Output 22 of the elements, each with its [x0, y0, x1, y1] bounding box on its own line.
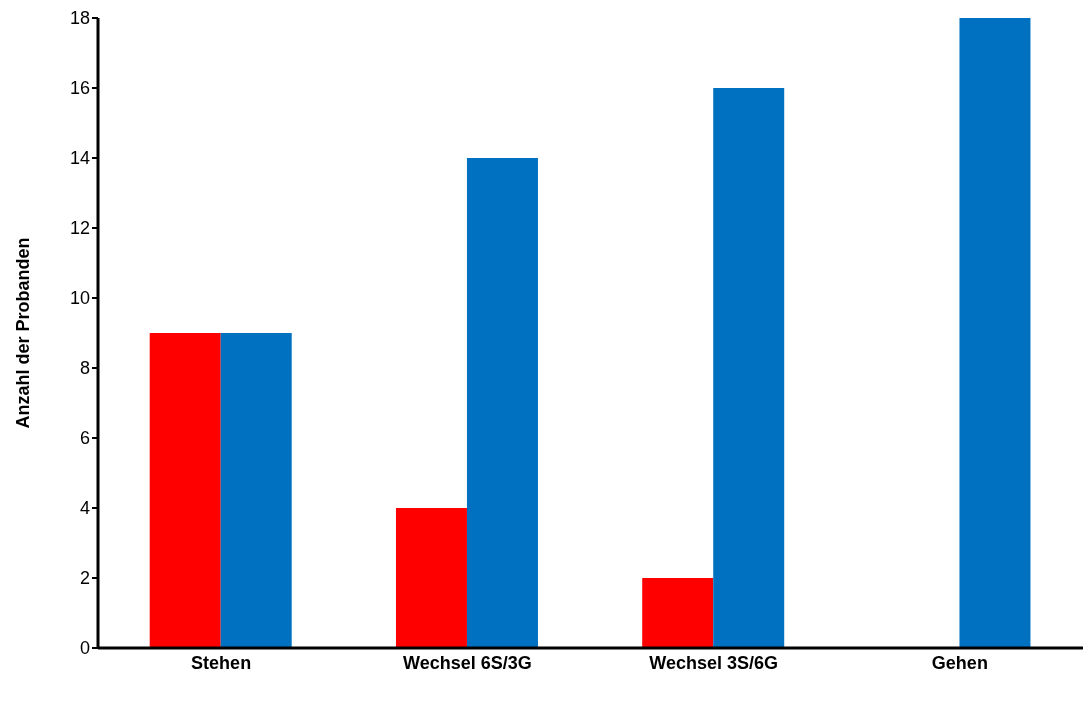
x-tick-label: Stehen [191, 652, 252, 673]
bar [149, 333, 221, 648]
y-tick-label: 6 [79, 428, 90, 449]
y-tick-label: 4 [79, 498, 90, 519]
bar [220, 333, 292, 648]
y-axis-title: Anzahl der Probanden [13, 237, 34, 429]
y-tick-label: 16 [69, 78, 90, 99]
x-tick-label: Wechsel 6S/3G [403, 652, 532, 673]
y-tick-label: 2 [79, 568, 90, 589]
bar [713, 88, 785, 648]
bar [466, 158, 538, 648]
y-tick-label: 10 [69, 288, 90, 309]
y-tick-label: 14 [69, 148, 90, 169]
y-tick-label: 0 [79, 638, 90, 659]
bar [959, 18, 1031, 648]
y-tick-label: 8 [79, 358, 90, 379]
x-tick-label: Wechsel 3S/6G [649, 652, 778, 673]
y-tick-label: 18 [69, 8, 90, 29]
bar [642, 578, 714, 648]
y-tick-label: 12 [69, 218, 90, 239]
x-tick-label: Gehen [931, 652, 988, 673]
bar [395, 508, 467, 648]
